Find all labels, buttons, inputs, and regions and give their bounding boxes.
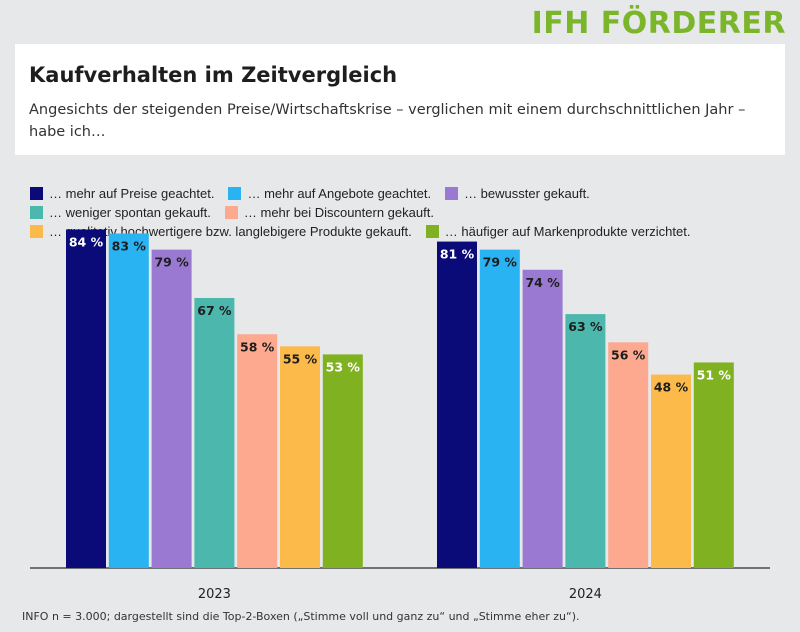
legend-swatch — [30, 225, 43, 238]
bar — [651, 374, 691, 568]
legend-item-discounter: … mehr bei Discountern gekauft. — [224, 205, 434, 220]
bar — [194, 297, 235, 568]
bar-value-label: 79 % — [154, 255, 189, 270]
legend-label: … mehr auf Preise geachtet. — [49, 186, 215, 201]
bar-value-label: 74 % — [525, 275, 560, 290]
bar — [66, 229, 106, 569]
legend-item-preise: … mehr auf Preise geachtet. — [30, 186, 214, 201]
category-label: 2024 — [569, 587, 602, 602]
legend-item-spontan: … weniger spontan gekauft. — [30, 205, 211, 220]
bar — [693, 362, 734, 568]
bar-value-label: 83 % — [112, 239, 147, 254]
brand-logo: IFH FÖRDERER — [531, 6, 786, 41]
bar — [522, 269, 563, 568]
legend-label: … mehr auf Angebote geachtet. — [247, 186, 432, 201]
legend-label: … bewusster gekauft. — [464, 186, 590, 201]
legend-label: … weniger spontan gekauft. — [49, 205, 211, 220]
bar — [322, 354, 363, 568]
chart-title: Kaufverhalten im Zeitvergleich — [29, 63, 398, 87]
chart-subtitle: Angesichts der steigenden Preise/Wirtsch… — [29, 102, 746, 140]
bar — [479, 249, 520, 568]
bar-value-label: 56 % — [611, 347, 646, 362]
bar-value-label: 81 % — [440, 247, 475, 262]
legend-item-marken: … häufiger auf Markenprodukte verzichtet… — [425, 224, 691, 239]
legend-swatch — [30, 187, 43, 200]
bar — [608, 342, 649, 568]
bar-value-label: 63 % — [568, 319, 603, 334]
legend-item-bewusster: … bewusster gekauft. — [445, 186, 590, 201]
legend-row-1: … mehr auf Preise geachtet. … mehr auf A… — [30, 184, 790, 203]
bar-value-label: 53 % — [326, 359, 361, 374]
header-box: Kaufverhalten im Zeitvergleich Angesicht… — [15, 44, 785, 155]
bar — [237, 334, 278, 568]
bar — [437, 241, 477, 568]
legend-swatch — [228, 187, 242, 200]
legend-row-2: … weniger spontan gekauft. … mehr bei Di… — [30, 203, 790, 222]
legend-row-3: … qualitativ hochwertigere bzw. langlebi… — [30, 222, 790, 241]
bar — [151, 249, 192, 568]
bar-value-label: 51 % — [697, 367, 732, 382]
bar — [280, 346, 320, 568]
bar — [108, 233, 149, 568]
legend-swatch — [30, 206, 43, 219]
legend-item-angebote: … mehr auf Angebote geachtet. — [228, 186, 431, 201]
bar-value-label: 48 % — [654, 380, 689, 395]
bar-value-label: 55 % — [283, 351, 318, 366]
legend-label: … häufiger auf Markenprodukte verzichtet… — [444, 224, 691, 239]
legend: … mehr auf Preise geachtet. … mehr auf A… — [30, 184, 790, 241]
legend-label: … mehr bei Discountern gekauft. — [243, 205, 434, 220]
info-footnote: INFO n = 3.000; dargestellt sind die Top… — [22, 610, 580, 623]
bar-value-label: 58 % — [240, 339, 275, 354]
legend-swatch — [425, 225, 439, 238]
legend-swatch — [224, 206, 238, 219]
bar-value-label: 84 % — [69, 234, 104, 249]
bar-value-label: 67 % — [197, 303, 232, 318]
bar — [565, 314, 606, 568]
category-label: 2023 — [198, 587, 231, 602]
bar-value-label: 79 % — [483, 255, 518, 270]
legend-swatch — [445, 187, 459, 200]
